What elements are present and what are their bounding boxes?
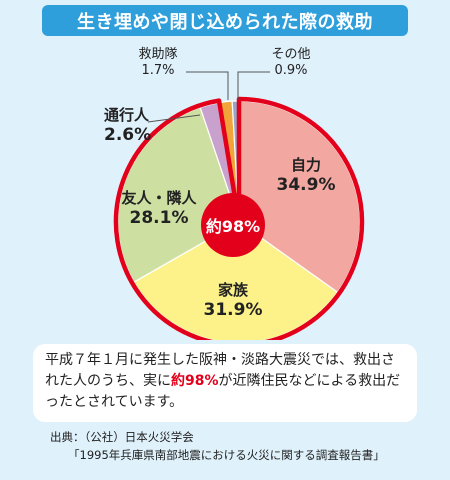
note-box: 平成７年１月に発生した阪神・淡路大震災では、救出された人のうち、実に約98%が近… [33,344,417,422]
leader-line-通行人 [147,114,201,123]
slice-value-救助隊: 1.7% [141,63,174,78]
slice-label-その他: その他 [271,47,310,62]
slice-value-家族: 31.9% [204,300,263,320]
page-title: 生き埋めや閉じ込められた際の救助 [42,5,408,36]
slice-label-救助隊: 救助隊 [138,46,177,62]
center-label: 約98% [206,217,260,236]
leader-line-その他 [237,71,270,100]
highlight-outline [113,96,365,340]
source-line-1: 出典：（公社）日本火災学会 [50,430,194,444]
slice-label-通行人: 通行人 [104,106,150,124]
note-text-1: 平成７年１月に発生した阪神・淡路大震災では、救出された人のうち、実に [45,352,395,389]
slice-label-友人-隣人: 友人・隣人 [121,189,197,207]
center-circle [201,193,265,257]
slice-value-自力: 34.9% [277,175,336,195]
slice-label-自力: 自力 [291,156,321,174]
slice-value-友人-隣人: 28.1% [130,208,189,228]
note-text-2: が近隣住民などによる救出だったとされています。 [45,373,401,410]
note-highlight: 約98% [171,373,219,389]
source-line-2: 「1995年兵庫県南部地震における火災に関する調査報告書」 [68,448,385,462]
slice-label-家族: 家族 [218,281,249,299]
slice-value-その他: 0.9% [274,63,307,78]
source-citation: 出典：（公社）日本火災学会 「1995年兵庫県南部地震における火災に関する調査報… [50,428,440,464]
slice-value-通行人: 2.6% [104,125,151,145]
leader-line-救助隊 [186,71,229,100]
